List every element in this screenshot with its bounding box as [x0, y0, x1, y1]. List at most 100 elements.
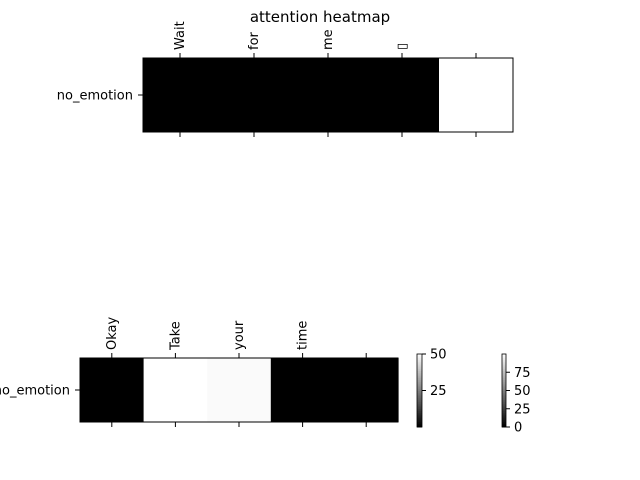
- colorbar-gradient-step: [417, 388, 422, 391]
- x-tick-label: Wait: [173, 21, 188, 50]
- colorbar-gradient-step: [502, 390, 506, 393]
- chart-title: attention heatmap: [250, 8, 390, 26]
- colorbar-gradient-step: [417, 383, 422, 386]
- colorbar-gradient-step: [502, 410, 506, 413]
- colorbar-gradient-step: [417, 412, 422, 415]
- colorbar-gradient-step: [502, 423, 506, 426]
- colorbar-gradient-step: [502, 395, 506, 399]
- colorbar-gradient-step: [502, 403, 506, 406]
- colorbar-gradient-step: [417, 354, 422, 357]
- colorbar-gradient-step: [417, 386, 422, 390]
- y-tick-label: no_emotion: [0, 384, 70, 399]
- colorbar-gradient-step: [417, 361, 422, 364]
- colorbar-gradient-step: [502, 425, 506, 428]
- colorbar-gradient-step: [502, 381, 506, 384]
- colorbar-gradient-step: [502, 364, 506, 368]
- colorbar-gradient-step: [417, 359, 422, 362]
- colorbar-gradient-step: [417, 372, 422, 375]
- heatmap-cell: [365, 58, 440, 132]
- colorbar-gradient-step: [417, 421, 422, 424]
- heatmap-cell: [80, 358, 145, 422]
- colorbar-gradient-step: [417, 401, 422, 404]
- colorbar-gradient-step: [502, 414, 506, 417]
- colorbar-gradient-step: [417, 414, 422, 417]
- colorbar-gradient-step: [417, 385, 422, 388]
- colorbar-gradient-step: [502, 359, 506, 362]
- colorbar-gradient-step: [417, 419, 422, 423]
- colorbar-gradient-step: [502, 355, 506, 359]
- colorbar-gradient-step: [417, 357, 422, 360]
- colorbar-tick-label: 50: [514, 384, 531, 399]
- colorbar-gradient-step: [502, 368, 506, 371]
- colorbar-gradient-step: [417, 406, 422, 410]
- colorbar-gradient-step: [502, 363, 506, 366]
- colorbar-gradient-step: [502, 416, 506, 419]
- colorbar-gradient-step: [502, 386, 506, 390]
- colorbar-gradient-step: [502, 421, 506, 424]
- colorbar-gradient-step: [502, 377, 506, 381]
- colorbar-gradient-step: [417, 405, 422, 408]
- heatmap-cell: [217, 58, 292, 132]
- colorbar-1: 25 50: [416, 348, 447, 428]
- x-tick-label: Okay: [105, 317, 120, 350]
- colorbar-gradient-step: [502, 375, 506, 379]
- colorbar-gradient-step: [502, 399, 506, 402]
- colorbar-gradient-step: [417, 403, 422, 406]
- colorbar-gradient-step: [502, 379, 506, 382]
- colorbar-gradient-step: [502, 388, 506, 391]
- colorbar-gradient-step: [417, 379, 422, 382]
- colorbar-gradient-step: [502, 361, 506, 364]
- colorbar-gradient-step: [417, 374, 422, 377]
- heatmap-cell: [439, 58, 514, 132]
- colorbar-gradient-step: [502, 394, 506, 397]
- colorbar-gradient-step: [417, 355, 422, 359]
- colorbar-gradient-step: [502, 417, 506, 421]
- colorbar-gradient-step: [417, 397, 422, 401]
- colorbar-tick-label: 75: [514, 366, 531, 381]
- colorbar-gradient-step: [502, 374, 506, 377]
- colorbar-gradient-step: [502, 401, 506, 404]
- colorbar-gradient-step: [417, 395, 422, 399]
- colorbar-gradient-step: [502, 405, 506, 408]
- colorbar-gradient-step: [502, 357, 506, 360]
- colorbar-gradient-step: [417, 394, 422, 397]
- colorbar-gradient-step: [417, 366, 422, 370]
- colorbar-gradient-step: [417, 364, 422, 368]
- colorbar-gradient-step: [417, 417, 422, 421]
- colorbar-gradient-step: [502, 385, 506, 388]
- colorbar-gradient-step: [417, 399, 422, 402]
- colorbar-gradient-step: [417, 370, 422, 373]
- colorbar-gradient-step: [417, 392, 422, 395]
- colorbar-tick-label: 50: [430, 348, 447, 363]
- colorbar-gradient-step: [417, 377, 422, 381]
- x-tick-label: me: [321, 29, 336, 50]
- heatmap-cell: [143, 358, 208, 422]
- colorbar-tick-label: 25: [514, 402, 531, 417]
- heatmap-cell: [270, 358, 335, 422]
- x-tick-label: Take: [168, 321, 183, 351]
- colorbar-gradient-step: [417, 368, 422, 371]
- colorbar-gradient-step: [502, 408, 506, 412]
- colorbar-gradient-step: [417, 425, 422, 428]
- colorbar-gradient-step: [417, 423, 422, 426]
- colorbar-gradient-step: [417, 363, 422, 366]
- heatmap-cell: [291, 58, 366, 132]
- colorbar-tick-label: 0: [514, 421, 522, 436]
- colorbar-gradient-step: [502, 366, 506, 370]
- colorbar-gradient-step: [502, 370, 506, 373]
- colorbar-gradient-step: [502, 419, 506, 423]
- colorbar-gradient-step: [502, 383, 506, 386]
- heatmap-top: Wait for me ▯ no_emotion: [57, 21, 514, 137]
- x-tick-label: time: [296, 321, 311, 350]
- colorbar-gradient-step: [502, 412, 506, 415]
- colorbar-gradient-step: [502, 354, 506, 357]
- colorbar-gradient-step: [417, 381, 422, 384]
- heatmap-cell: [143, 58, 218, 132]
- colorbar-gradient-step: [417, 416, 422, 419]
- x-tick-label: your: [232, 320, 247, 350]
- colorbar-gradient-step: [417, 410, 422, 413]
- colorbar-gradient-step: [502, 406, 506, 410]
- y-tick-label: no_emotion: [57, 89, 133, 104]
- colorbar-2: 0 25 50 75: [501, 353, 531, 436]
